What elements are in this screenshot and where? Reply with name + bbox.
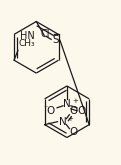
Text: +: + [67,116,73,122]
Text: HN: HN [20,31,34,41]
Text: +: + [72,98,78,104]
Text: O: O [46,106,54,116]
Text: S: S [53,35,59,45]
Text: N: N [63,99,71,109]
Text: O: O [69,127,77,137]
Text: O: O [69,106,77,116]
Text: ⁻: ⁻ [43,103,48,112]
Text: N: N [59,117,66,127]
Text: O: O [78,106,86,116]
Text: ⁻: ⁻ [79,103,84,112]
Text: CH₃: CH₃ [19,39,36,48]
Text: Cl: Cl [40,29,50,39]
